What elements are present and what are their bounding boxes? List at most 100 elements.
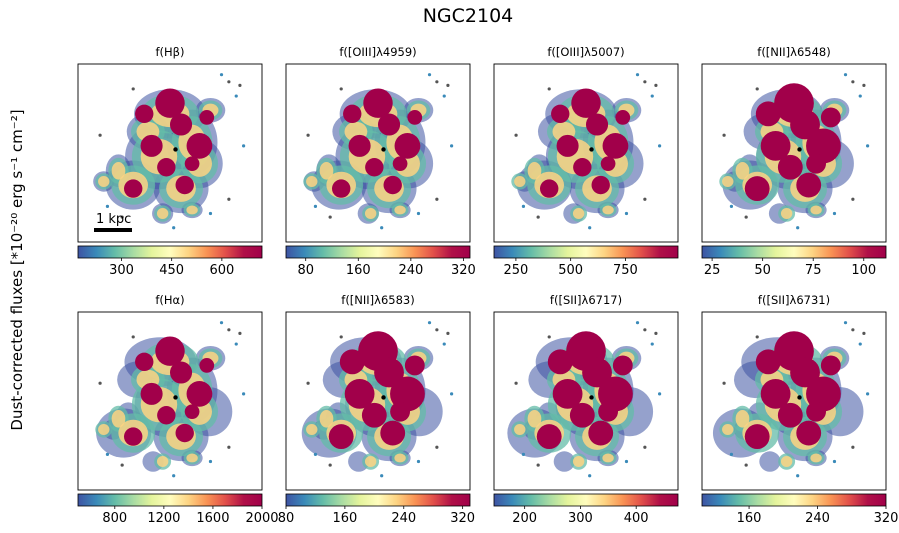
colorbar-tick-label: 100 [851, 263, 876, 278]
map-speckle [238, 331, 242, 335]
map-speckle [234, 342, 238, 346]
colorbar-tick-label: 320 [874, 511, 899, 526]
panel-frame [493, 63, 679, 243]
colorbar-tick-label: 160 [332, 511, 357, 526]
panel-frame [77, 63, 263, 243]
colorbar-tick-label: 320 [451, 263, 476, 278]
map-speckle [643, 197, 647, 201]
map-speckle [120, 463, 124, 467]
map-speckle [427, 321, 432, 325]
map-speckle [862, 331, 866, 335]
map-lobe-inner [98, 423, 110, 435]
map-speckle [862, 83, 866, 87]
map-speckle [313, 452, 318, 456]
colorbar-tick-label: 320 [450, 511, 475, 526]
map-hotspot [378, 113, 401, 136]
map-speckle [328, 463, 332, 467]
map-speckle [339, 87, 343, 91]
map-hotspot [374, 357, 404, 388]
colorbar-tick-label: 600 [209, 263, 234, 278]
map-speckle [866, 144, 870, 148]
colorbar: 800 1200 1600 2000 [77, 493, 279, 526]
map-speckle [105, 452, 110, 456]
center-marker [589, 395, 594, 400]
map-speckle [172, 226, 176, 230]
map-lobe-inner [394, 453, 406, 463]
map-hotspot [796, 420, 822, 446]
map-lobe-inner [514, 175, 526, 187]
map-speckle [238, 83, 242, 87]
colorbar-tick-label: 300 [568, 511, 593, 526]
map-hotspot [600, 156, 616, 172]
map-speckle [234, 94, 238, 98]
map-hotspot [155, 336, 185, 366]
map-hotspot [586, 113, 609, 136]
map-lobe-inner [572, 208, 585, 220]
map-hotspot [591, 175, 610, 195]
map-lobe-inner [602, 453, 614, 463]
map-hotspot [552, 378, 583, 409]
map-speckle [450, 392, 454, 396]
map-speckle [624, 211, 629, 216]
panel-title: f([OIII]λ4959) [339, 45, 416, 59]
map-hotspot [394, 133, 421, 159]
panel-frame [285, 311, 471, 491]
map-lobe-inner [722, 175, 734, 187]
map-hotspot [186, 133, 213, 159]
map-hotspot [820, 107, 841, 128]
colorbar-tick-label: 1600 [196, 511, 229, 526]
map-lobe-inner [111, 161, 126, 180]
colorbar-tick-label: 400 [624, 511, 649, 526]
map-speckle [98, 381, 102, 385]
map-hotspot [140, 382, 163, 405]
map-speckle [536, 215, 540, 219]
colorbar-tick-label: 80 [278, 511, 295, 526]
map-lobe-inner [319, 409, 334, 428]
panel-title: f([NII]λ6583) [341, 293, 414, 307]
map-hotspot [602, 133, 629, 159]
map-hotspot [124, 179, 143, 198]
map-hotspot [135, 104, 154, 124]
map-lobe-inner [780, 208, 793, 220]
emission-map [712, 321, 870, 478]
map-speckle [427, 73, 432, 77]
map-speckle [416, 211, 421, 216]
map-hotspot [744, 424, 770, 450]
center-marker [381, 147, 386, 152]
map-hotspot [760, 378, 791, 409]
map-lobe-inner [364, 456, 377, 468]
panel-grid: f(Hβ) 1 kpc 300 450 600 f([OIII]λ4959) 80 160 24… [77, 45, 899, 526]
map-speckle [650, 94, 654, 98]
map-hotspot [199, 110, 215, 125]
map-hotspot [361, 402, 387, 428]
map-speckle [832, 459, 837, 464]
map-lobe-inner [111, 409, 126, 428]
emission-map [301, 321, 454, 478]
map-speckle [442, 342, 446, 346]
colorbar: 250 500 750 [493, 245, 679, 278]
map-speckle [219, 321, 224, 325]
map-lobe-inner [735, 161, 750, 180]
colorbar-tick-label: 250 [503, 263, 528, 278]
map-speckle [306, 381, 310, 385]
map-speckle [416, 459, 421, 464]
colorbar-tick-label: 240 [391, 511, 416, 526]
map-hotspot [540, 179, 559, 198]
colorbar-tick-label: 80 [297, 263, 314, 278]
map-speckle [654, 331, 658, 335]
map-hotspot [777, 402, 803, 428]
map-speckle [242, 392, 246, 396]
map-panel-8: f([SII]λ6731) 160 240 320 [701, 293, 899, 526]
map-hotspot [547, 349, 573, 375]
map-speckle [227, 445, 231, 449]
map-speckle [446, 331, 450, 335]
emission-map [93, 73, 246, 230]
panel-title: f(Hβ) [155, 45, 184, 59]
panel-frame [77, 311, 263, 491]
map-hotspot [573, 158, 592, 177]
panel-title: f([OIII]λ5007) [547, 45, 624, 59]
panel-title: f([SII]λ6731) [758, 293, 830, 307]
map-speckle [832, 211, 837, 216]
colorbar: 25 50 75 100 [701, 245, 887, 278]
map-panel-2: f([OIII]λ4959) 80 160 240 320 [285, 45, 476, 278]
